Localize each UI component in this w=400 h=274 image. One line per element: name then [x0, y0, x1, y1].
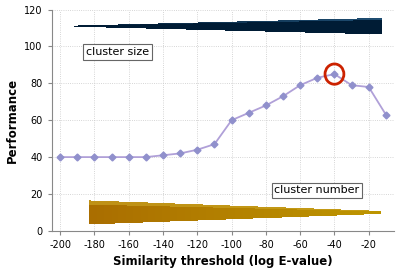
X-axis label: Similarity threshold (log E-value): Similarity threshold (log E-value) [113, 255, 333, 269]
Text: cluster number: cluster number [274, 185, 360, 195]
Text: cluster size: cluster size [86, 47, 149, 57]
Y-axis label: Performance: Performance [6, 78, 18, 163]
